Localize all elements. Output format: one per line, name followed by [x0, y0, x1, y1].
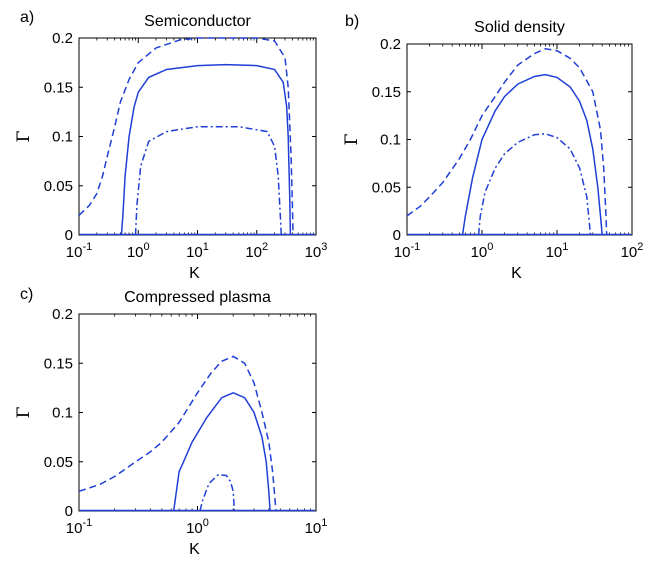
- x-tick-label: 10-1: [66, 517, 92, 537]
- x-axis-label: K: [189, 265, 200, 282]
- y-tick-label: 0.05: [372, 179, 401, 196]
- series-line-solid: [172, 391, 271, 512]
- y-tick-label: 0.2: [52, 30, 73, 47]
- y-tick-label: 0.05: [44, 178, 73, 195]
- y-axis-label: Γ: [14, 406, 34, 418]
- series-line-dashdot: [477, 133, 592, 236]
- chart-panel-3: 0 0.05 0.1 0.15 0.2 10-1 100 101 Compressed plas…: [14, 286, 327, 558]
- series-line-dashdot: [199, 473, 236, 512]
- x-tick-label: 103: [305, 241, 328, 261]
- y-tick-label: 0.2: [52, 306, 73, 323]
- y-tick-label: 0.05: [44, 454, 73, 471]
- y-tick-label: 0.15: [44, 79, 73, 96]
- plot-frame: [78, 37, 317, 236]
- y-tick-label: 0.1: [52, 129, 73, 146]
- series-line-solid: [120, 63, 292, 236]
- chart-title: Compressed plasma: [124, 289, 271, 306]
- y-tick-label: 0.1: [52, 405, 73, 422]
- x-tick-label: 100: [186, 517, 209, 537]
- x-tick-label: 101: [546, 241, 569, 261]
- x-tick-label: 10-1: [394, 241, 420, 261]
- x-tick-label: 101: [186, 241, 209, 261]
- y-axis-label: Γ: [342, 133, 362, 145]
- x-axis-label: K: [189, 541, 200, 558]
- y-tick-label: 0: [65, 503, 73, 520]
- y-tick-label: 0.15: [44, 355, 73, 372]
- y-axis-label: Γ: [14, 130, 34, 142]
- x-tick-label: 100: [471, 241, 494, 261]
- chart-title: Solid density: [474, 19, 565, 36]
- plot-frame: [78, 313, 317, 512]
- y-tick-label: 0.15: [372, 84, 401, 101]
- x-axis-label: K: [511, 265, 522, 282]
- panel-label: c): [20, 286, 33, 303]
- panel-label: b): [345, 13, 359, 30]
- y-tick-label: 0: [65, 227, 73, 244]
- x-tick-label: 100: [127, 241, 150, 261]
- series-line-dashdot: [134, 125, 283, 236]
- series-line-solid: [461, 73, 603, 236]
- y-tick-label: 0.1: [380, 132, 401, 149]
- chart-panel-1: 0 0.05 0.1 0.15 0.2 10-1 100 101 102 103 Semicondu…: [14, 9, 327, 282]
- series-line-dashed: [78, 355, 277, 512]
- x-tick-label: 101: [305, 517, 328, 537]
- x-tick-label: 102: [245, 241, 268, 261]
- plot-frame: [406, 43, 633, 236]
- chart-panel-2: 0 0.05 0.1 0.15 0.2 10-1 100 101 102 Solid densit…: [342, 13, 643, 282]
- y-tick-label: 0: [393, 227, 401, 244]
- y-tick-label: 0.2: [380, 36, 401, 53]
- x-tick-label: 102: [621, 241, 644, 261]
- series-line-dashed: [406, 48, 608, 236]
- x-tick-label: 10-1: [66, 241, 92, 261]
- series-line-dashed: [78, 37, 294, 236]
- chart-title: Semiconductor: [144, 13, 251, 30]
- panel-label: a): [20, 9, 34, 26]
